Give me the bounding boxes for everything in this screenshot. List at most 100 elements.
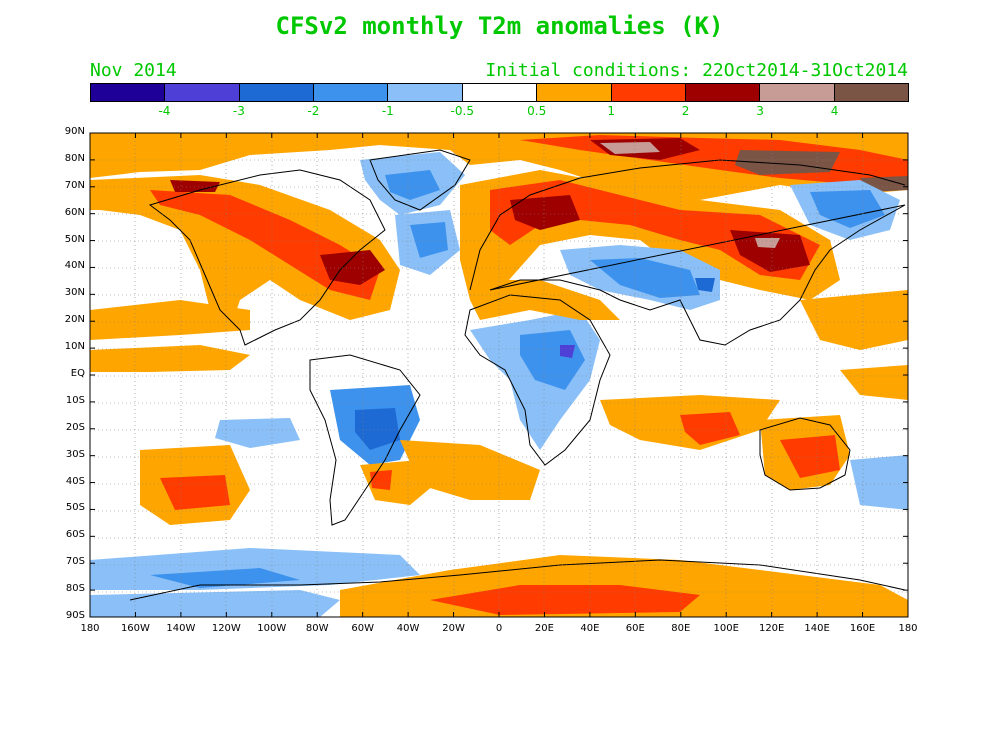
longitude-label: 160W (120, 623, 150, 634)
australia-warm-core (780, 435, 840, 478)
tropical-pacific-warm (90, 345, 250, 372)
anomaly-shading (90, 133, 908, 617)
greenland-coast (369, 149, 471, 211)
colorbar-segment (685, 84, 761, 101)
latitude-label: 80N (64, 152, 85, 164)
south-america-cold-core (355, 408, 400, 450)
longitude-label: 80W (305, 623, 329, 634)
north-america-coast (148, 169, 386, 346)
north-atlantic-cold-core (410, 222, 448, 258)
axis-ticks (89, 132, 909, 618)
south-pacific-warm-core (160, 475, 230, 510)
colorbar-label: -4 (158, 104, 171, 118)
longitude-label: 180 (80, 623, 100, 634)
africa-coldest (560, 345, 575, 358)
forecast-period: Nov 2014 (90, 60, 177, 81)
longitude-label: 60E (625, 623, 645, 634)
arctic-extreme-b (735, 150, 840, 175)
south-pacific-cold (215, 418, 300, 448)
colorbar-segment (91, 84, 166, 101)
longitude-label: 140W (166, 623, 196, 634)
latitude-label: 70S (65, 556, 85, 568)
latitude-label: 80S (65, 583, 85, 595)
colorbar-label: 0.5 (527, 104, 547, 118)
latitude-label: 40N (64, 260, 85, 272)
longitude-label: 100W (257, 623, 287, 634)
colorbar-label: 1 (607, 104, 615, 118)
longitude-label: 20W (442, 623, 465, 634)
longitude-label: 80E (671, 623, 691, 634)
latitude-label: EQ (70, 368, 85, 379)
colorbar-label: 4 (830, 104, 839, 118)
sahara-warm (470, 280, 620, 320)
latitude-label: 70N (64, 179, 85, 191)
latitude-label: 10S (65, 394, 85, 406)
longitude-label: 40W (396, 623, 420, 634)
latitude-label: 60N (64, 206, 85, 218)
colorbar-segment (239, 84, 315, 101)
colorbar-segment (388, 84, 463, 101)
latitude-label: 90S (65, 610, 85, 621)
colorbar-segment (462, 84, 538, 101)
latitude-label: 10N (64, 341, 85, 353)
latitude-label: 30S (65, 448, 85, 460)
antarctica-warm-core (430, 585, 700, 615)
colorbar-label: -1 (381, 104, 394, 118)
southeast-pacific-cold (850, 455, 908, 510)
longitude-label: 60W (351, 623, 374, 634)
south-america-coast (309, 354, 421, 526)
gridlines (90, 133, 908, 617)
west-pacific-warm (840, 365, 908, 400)
longitude-label: 120E (758, 623, 785, 634)
south-america-hot (370, 470, 392, 490)
colorbar-segment (537, 84, 612, 101)
colorbar-segment (834, 84, 908, 101)
longitude-label: 100E (713, 623, 739, 634)
longitude-label: 40E (580, 623, 600, 634)
colorbar-label: 3 (756, 104, 764, 118)
east-asia-extreme (755, 238, 780, 248)
colorbar-segment (760, 84, 835, 101)
antarctica-west-cold (90, 590, 340, 617)
longitude-label: 0 (495, 623, 503, 634)
longitude-label: 120W (211, 623, 241, 634)
longitude-label: 20E (534, 623, 554, 634)
eurasia-coast (469, 159, 906, 346)
longitude-label: 140E (804, 623, 830, 634)
alaska-hot (170, 180, 220, 192)
colorbar-segment (314, 84, 389, 101)
map-title: CFSv2 monthly T2m anomalies (K) (275, 12, 724, 40)
scandinavia-hot (510, 195, 580, 230)
south-atlantic-warm (400, 440, 540, 500)
east-asia-hot (730, 230, 810, 272)
latitude-label: 20N (64, 314, 85, 326)
africa-coast (464, 294, 611, 466)
australia-coast (759, 417, 851, 491)
colorbar-label: -0.5 (450, 104, 474, 118)
longitude-label: 160E (849, 623, 876, 634)
north-america-warm-core (150, 190, 380, 300)
longitude-label: 180 (898, 623, 918, 634)
colorbar-label: 2 (681, 104, 690, 118)
northeast-siberia-cold-core (810, 190, 885, 228)
arctic-extreme-a (600, 142, 660, 154)
colorbar-segment (611, 84, 686, 101)
coastlines (129, 149, 906, 601)
latitude-label: 30N (64, 287, 85, 299)
east-pacific-warm (90, 300, 250, 340)
colorbar-label: -3 (232, 104, 245, 118)
latitude-label: 90N (64, 126, 85, 137)
colorbar-labels: -4 -3 -2 -1 -0.5 0.5 1 2 3 4 (90, 104, 909, 120)
colorbar-label: -2 (307, 104, 320, 118)
indian-ocean-warm-core (680, 412, 740, 445)
north-pacific-warm (800, 290, 908, 350)
southern-ocean-cold-core (150, 568, 300, 588)
latitude-label: 50S (65, 502, 85, 514)
colorbar-segment (165, 84, 240, 101)
antarctica-coast (129, 559, 906, 601)
latitude-label: 40S (65, 475, 85, 487)
latitude-label: 50N (64, 233, 85, 245)
colorbar (90, 83, 909, 102)
initial-conditions: Initial conditions: 22Oct2014-31Oct2014 (485, 60, 908, 81)
